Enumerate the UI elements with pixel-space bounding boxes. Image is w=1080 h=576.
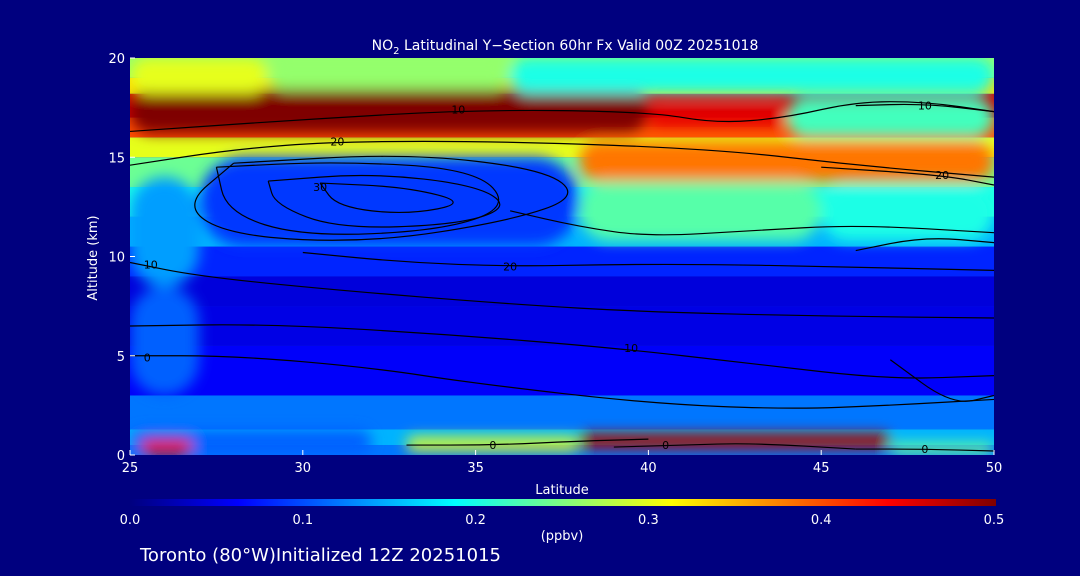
contour-line (855, 103, 994, 113)
contour-lines (130, 101, 994, 452)
heatmap-feature (579, 433, 891, 450)
colorbar-tick-label: 0.3 (638, 513, 659, 528)
contour-line (613, 443, 856, 450)
heatmap-band (130, 246, 994, 277)
heatmap-band (130, 345, 994, 396)
contour-line (406, 438, 649, 446)
colorbar: 0.0 0.1 0.2 0.3 0.4 0.5 (ppbv) (120, 499, 1005, 544)
heatmap-feature (510, 58, 994, 94)
colorbar-tick-label: 0.0 (120, 513, 141, 528)
chart-title: NO2 Latitudinal Y−Section 60hr Fx Valid … (372, 38, 759, 57)
contour-line (510, 210, 994, 236)
contour-line (302, 251, 994, 271)
contour-line (130, 261, 994, 319)
plot-area: 10 10 20 20 30 20 10 10 0 0 0 0 (130, 58, 994, 456)
contour-label: 20 (503, 260, 517, 273)
x-tick-label: 40 (640, 461, 657, 476)
contour-line (130, 355, 994, 409)
contour-label: 10 (144, 258, 158, 271)
heatmap-feature (821, 187, 994, 241)
heatmap-feature (130, 286, 200, 396)
contour-label: 0 (489, 439, 496, 452)
y-tick-label: 10 (108, 251, 125, 266)
contour-line (855, 448, 994, 452)
contour-line (130, 101, 994, 133)
heatmap-feature (579, 181, 822, 241)
x-tick-label: 30 (295, 461, 312, 476)
x-tick-label: 50 (986, 461, 1003, 476)
colorbar-tick-label: 0.1 (292, 513, 313, 528)
heatmap-feature (130, 89, 649, 134)
contour-line (319, 182, 454, 214)
contour-label: 20 (330, 135, 344, 148)
x-tick-label: 35 (467, 461, 484, 476)
contour-label: 0 (921, 443, 928, 456)
contour-labels: 10 10 20 20 30 20 10 10 0 0 0 0 (144, 100, 949, 456)
heatmap-feature (140, 439, 193, 455)
title-species: NO (372, 38, 394, 54)
colorbar-unit-label: (ppbv) (541, 529, 584, 544)
heatmap-feature (786, 97, 994, 138)
heatmap-feature (648, 107, 787, 128)
y-axis-label: Altitude (km) (86, 215, 101, 300)
footer-location: Toronto (80°W) (139, 545, 276, 566)
y-tick-label: 5 (117, 350, 125, 365)
contour-label: 30 (313, 181, 327, 194)
heatmap-feature (130, 58, 269, 94)
y-tick-label: 0 (117, 449, 125, 464)
y-tick-label: 20 (108, 52, 125, 67)
y-tick-label: 15 (108, 151, 125, 166)
contour-label: 0 (144, 352, 151, 365)
x-tick-label: 45 (813, 461, 830, 476)
heatmap-band (130, 395, 994, 430)
contour-label: 0 (662, 439, 669, 452)
colorbar-tick-label: 0.4 (811, 513, 832, 528)
y-axis: 0 5 10 15 20 (108, 52, 135, 464)
footer-initialized: Initialized 12Z 20251015 (276, 545, 501, 566)
heatmap-band (130, 306, 994, 346)
footer-text: Toronto (80°W)Initialized 12Z 20251015 (139, 545, 501, 566)
contour-line (267, 174, 501, 228)
contour-line (194, 155, 569, 241)
heatmap-feature (268, 58, 511, 90)
colorbar-tick-label: 0.5 (984, 513, 1005, 528)
contour-line (130, 140, 994, 178)
heatmap-feature (130, 177, 200, 287)
contour-line (855, 238, 994, 252)
x-tick-label: 25 (122, 461, 139, 476)
x-axis: 25 30 35 40 45 50 (122, 450, 1003, 476)
contour-label: 10 (624, 342, 638, 355)
colorbar-ticks: 0.0 0.1 0.2 0.3 0.4 0.5 (120, 513, 1005, 528)
heatmap-band (130, 276, 994, 307)
contour-line (215, 162, 500, 235)
title-species-subscript: 2 (393, 46, 399, 57)
contour-line (130, 324, 994, 379)
colorbar-tick-label: 0.2 (465, 513, 486, 528)
contour-line (821, 166, 994, 186)
title-rest: Latitudinal Y−Section 60hr Fx Valid 00Z … (400, 38, 759, 54)
contour-label: 10 (918, 100, 932, 113)
contour-label: 20 (935, 169, 949, 182)
x-axis-label: Latitude (535, 483, 589, 498)
colorbar-bar (130, 499, 996, 506)
contour-label: 10 (451, 104, 465, 117)
